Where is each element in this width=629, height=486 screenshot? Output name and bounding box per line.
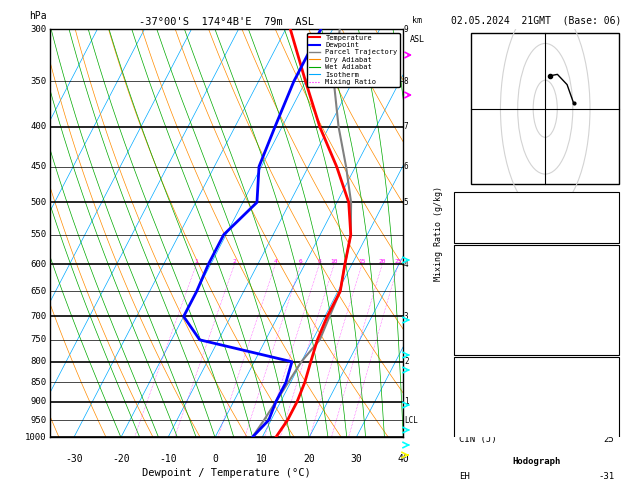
Bar <box>471 33 620 184</box>
Text: 850: 850 <box>31 378 47 387</box>
Bar <box>454 245 620 355</box>
Text: 40: 40 <box>603 209 614 219</box>
Text: 304: 304 <box>598 292 614 301</box>
Text: kt: kt <box>473 37 483 46</box>
Text: 8: 8 <box>609 420 614 429</box>
Text: R: R <box>524 60 528 65</box>
Text: Mixing Ratio (g/kg): Mixing Ratio (g/kg) <box>434 186 443 281</box>
Text: CIN (J): CIN (J) <box>459 337 497 347</box>
Text: 1000: 1000 <box>25 433 47 442</box>
Text: Totals Totals: Totals Totals <box>459 209 529 219</box>
Text: 900: 900 <box>31 397 47 406</box>
Text: 1: 1 <box>194 259 198 264</box>
Text: 1006: 1006 <box>593 375 614 383</box>
Text: θe (K): θe (K) <box>459 390 491 399</box>
Text: 400: 400 <box>31 122 47 131</box>
Text: 304: 304 <box>598 390 614 399</box>
Text: Pressure (mb): Pressure (mb) <box>459 375 529 383</box>
Bar <box>454 455 620 486</box>
Text: -2: -2 <box>603 194 614 204</box>
Text: 6: 6 <box>299 259 303 264</box>
Text: 30: 30 <box>350 454 362 464</box>
Text: 25: 25 <box>603 337 614 347</box>
Text: -20: -20 <box>112 454 130 464</box>
Text: 750: 750 <box>31 335 47 345</box>
Text: Hodograph: Hodograph <box>513 457 561 466</box>
Text: 25: 25 <box>603 435 614 444</box>
Text: 650: 650 <box>31 287 47 296</box>
Text: Temp (°C): Temp (°C) <box>459 262 508 271</box>
Text: EH: EH <box>459 472 470 481</box>
Text: CAPE (J): CAPE (J) <box>459 322 502 331</box>
Text: 8: 8 <box>318 259 321 264</box>
Text: Most Unstable: Most Unstable <box>502 360 572 368</box>
Text: 800: 800 <box>31 357 47 366</box>
Text: © weatheronline.co.uk: © weatheronline.co.uk <box>488 426 585 435</box>
Text: 02.05.2024  21GMT  (Base: 06): 02.05.2024 21GMT (Base: 06) <box>452 15 622 25</box>
Text: 4: 4 <box>404 260 409 269</box>
Text: 1.34: 1.34 <box>593 225 614 234</box>
Text: 15: 15 <box>358 259 365 264</box>
Text: 7: 7 <box>404 122 409 131</box>
Text: θe(K): θe(K) <box>459 292 486 301</box>
Bar <box>454 192 620 243</box>
Text: 2: 2 <box>404 357 409 366</box>
Text: 450: 450 <box>31 162 47 171</box>
Text: 10: 10 <box>330 259 338 264</box>
Text: ASL: ASL <box>410 35 425 44</box>
Text: 6: 6 <box>404 162 409 171</box>
Text: 25: 25 <box>394 259 402 264</box>
Text: 600: 600 <box>31 260 47 269</box>
Text: Dewpoint / Temperature (°C): Dewpoint / Temperature (°C) <box>142 468 311 478</box>
Text: LCL: LCL <box>404 416 418 424</box>
Text: CIN (J): CIN (J) <box>459 435 497 444</box>
Text: 9: 9 <box>404 25 409 34</box>
Text: PW (cm): PW (cm) <box>459 225 497 234</box>
Text: 550: 550 <box>31 230 47 239</box>
Text: 8: 8 <box>404 77 409 86</box>
Text: hPa: hPa <box>29 11 47 21</box>
Text: 20: 20 <box>379 259 386 264</box>
Text: 350: 350 <box>31 77 47 86</box>
Text: 1: 1 <box>404 397 409 406</box>
Text: 0: 0 <box>212 454 218 464</box>
Text: 300: 300 <box>31 25 47 34</box>
Text: Lifted Index: Lifted Index <box>459 405 524 414</box>
Text: Surface: Surface <box>518 247 555 256</box>
Text: 8: 8 <box>609 405 614 414</box>
Bar <box>454 357 620 453</box>
Text: -30: -30 <box>65 454 82 464</box>
Text: 2: 2 <box>233 259 237 264</box>
Text: Lifted Index: Lifted Index <box>459 307 524 316</box>
Text: -10: -10 <box>159 454 177 464</box>
Text: km: km <box>413 16 423 25</box>
Text: 40: 40 <box>398 454 409 464</box>
Text: 3: 3 <box>404 312 409 321</box>
Text: 4: 4 <box>274 259 277 264</box>
Text: 950: 950 <box>31 416 47 424</box>
Text: 7.9: 7.9 <box>598 277 614 286</box>
Text: 500: 500 <box>31 198 47 207</box>
Text: -31: -31 <box>598 472 614 481</box>
Text: 8: 8 <box>609 307 614 316</box>
Text: 5: 5 <box>404 198 409 207</box>
Text: Dewp (°C): Dewp (°C) <box>459 277 508 286</box>
Text: K: K <box>459 194 465 204</box>
Text: 8: 8 <box>609 322 614 331</box>
Text: 20: 20 <box>303 454 315 464</box>
Text: CAPE (J): CAPE (J) <box>459 420 502 429</box>
Legend: Temperature, Dewpoint, Parcel Trajectory, Dry Adiabat, Wet Adiabat, Isotherm, Mi: Temperature, Dewpoint, Parcel Trajectory… <box>308 33 400 87</box>
Text: 700: 700 <box>31 312 47 321</box>
Text: 12.9: 12.9 <box>593 262 614 271</box>
Title: -37°00'S  174°4B'E  79m  ASL: -37°00'S 174°4B'E 79m ASL <box>139 17 314 27</box>
Text: 50: 50 <box>497 106 504 111</box>
Text: 10: 10 <box>256 454 268 464</box>
